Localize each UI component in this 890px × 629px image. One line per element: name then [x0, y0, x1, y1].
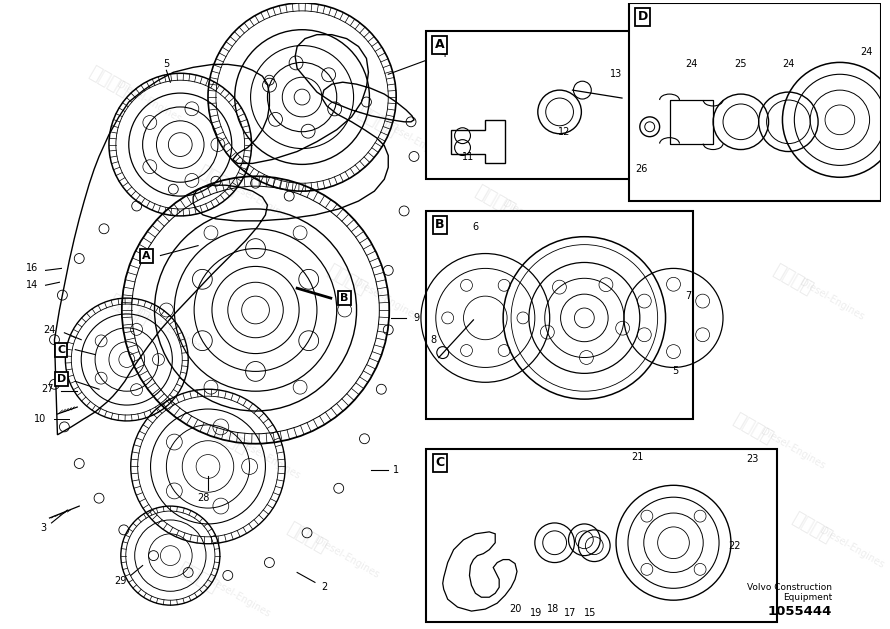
Bar [426, 448, 778, 622]
Text: 19: 19 [530, 608, 542, 618]
Text: A: A [142, 250, 151, 260]
Text: 11: 11 [462, 152, 474, 162]
Text: D: D [57, 374, 66, 384]
Text: 9: 9 [413, 313, 419, 323]
Text: Volvo Construction: Volvo Construction [747, 583, 832, 592]
Text: 柴发动力: 柴发动力 [175, 559, 222, 596]
Text: Diesel-Engines: Diesel-Engines [818, 525, 886, 570]
Text: 1: 1 [393, 465, 400, 476]
Text: Diesel-Engines: Diesel-Engines [561, 377, 628, 421]
Bar [426, 31, 632, 179]
Bar [669, 100, 713, 143]
Text: 柴发动力: 柴发动力 [106, 291, 152, 328]
Text: 6: 6 [473, 222, 479, 232]
Text: C: C [57, 345, 66, 355]
Text: Diesel-Engines: Diesel-Engines [758, 426, 826, 471]
Text: Diesel-Engines: Diesel-Engines [619, 496, 688, 540]
Text: 14: 14 [26, 281, 37, 290]
Text: 柴发动力: 柴发动力 [730, 410, 776, 447]
Text: Diesel-Engines: Diesel-Engines [501, 198, 569, 243]
Text: 17: 17 [564, 608, 577, 618]
Text: B: B [435, 218, 444, 231]
Text: 柴发动力: 柴发动力 [284, 520, 330, 556]
Text: 柴发动力: 柴发动力 [195, 163, 241, 200]
Text: 24: 24 [685, 59, 698, 69]
Text: 柴发动力: 柴发动力 [591, 480, 637, 516]
Text: Diesel-Engines: Diesel-Engines [352, 277, 420, 323]
Text: 24: 24 [861, 47, 873, 57]
Text: 27: 27 [41, 384, 53, 394]
Text: 柴发动力: 柴发动力 [472, 182, 518, 220]
Text: 柴发动力: 柴发动力 [353, 103, 400, 140]
Text: Diesel-Engines: Diesel-Engines [312, 535, 381, 580]
Text: 18: 18 [546, 604, 559, 614]
Text: 1055444: 1055444 [767, 604, 832, 618]
Text: Equipment: Equipment [782, 593, 832, 602]
Text: 24: 24 [44, 325, 56, 335]
Bar [629, 3, 881, 201]
Text: 柴发动力: 柴发动力 [690, 133, 736, 170]
Text: Diesel-Engines: Diesel-Engines [204, 575, 271, 620]
Text: 29: 29 [115, 576, 127, 586]
Text: 21: 21 [632, 452, 644, 462]
Text: 3: 3 [41, 523, 46, 533]
Text: Diesel-Engines: Diesel-Engines [223, 179, 291, 223]
Text: 23: 23 [747, 454, 759, 464]
Text: 15: 15 [584, 608, 596, 618]
Text: 4: 4 [441, 50, 447, 60]
Text: 24: 24 [782, 59, 795, 69]
Text: 柴发动力: 柴发动力 [769, 262, 815, 299]
Text: 8: 8 [431, 335, 437, 345]
Text: B: B [341, 293, 349, 303]
Text: D: D [637, 10, 648, 23]
Text: Diesel-Engines: Diesel-Engines [798, 277, 866, 323]
Text: 22: 22 [729, 541, 741, 551]
Text: 2: 2 [322, 582, 328, 593]
Text: 柴发动力: 柴发动力 [85, 64, 132, 101]
Text: 10: 10 [34, 414, 45, 424]
Text: 13: 13 [610, 69, 622, 79]
Bar [426, 211, 693, 419]
Text: 柴发动力: 柴发动力 [531, 361, 578, 398]
Text: 20: 20 [509, 604, 522, 614]
Text: 28: 28 [197, 493, 209, 503]
Text: C: C [435, 456, 444, 469]
Text: 柴发动力: 柴发动力 [324, 262, 369, 299]
Text: 12: 12 [558, 126, 570, 136]
Text: Diesel-Engines: Diesel-Engines [115, 80, 182, 125]
Text: Diesel-Engines: Diesel-Engines [719, 149, 787, 194]
Text: A: A [435, 38, 445, 51]
Text: 柴发动力: 柴发动力 [205, 420, 251, 457]
Text: Diesel-Engines: Diesel-Engines [134, 308, 202, 352]
Text: 5: 5 [672, 367, 678, 376]
Text: 7: 7 [685, 291, 692, 301]
Text: 5: 5 [163, 59, 169, 69]
Text: 柴发动力: 柴发动力 [789, 509, 836, 547]
Text: 26: 26 [635, 164, 648, 174]
Text: Diesel-Engines: Diesel-Engines [233, 436, 301, 481]
Text: 25: 25 [734, 59, 747, 69]
Text: 16: 16 [26, 264, 37, 274]
Text: Diesel-Engines: Diesel-Engines [382, 120, 449, 164]
